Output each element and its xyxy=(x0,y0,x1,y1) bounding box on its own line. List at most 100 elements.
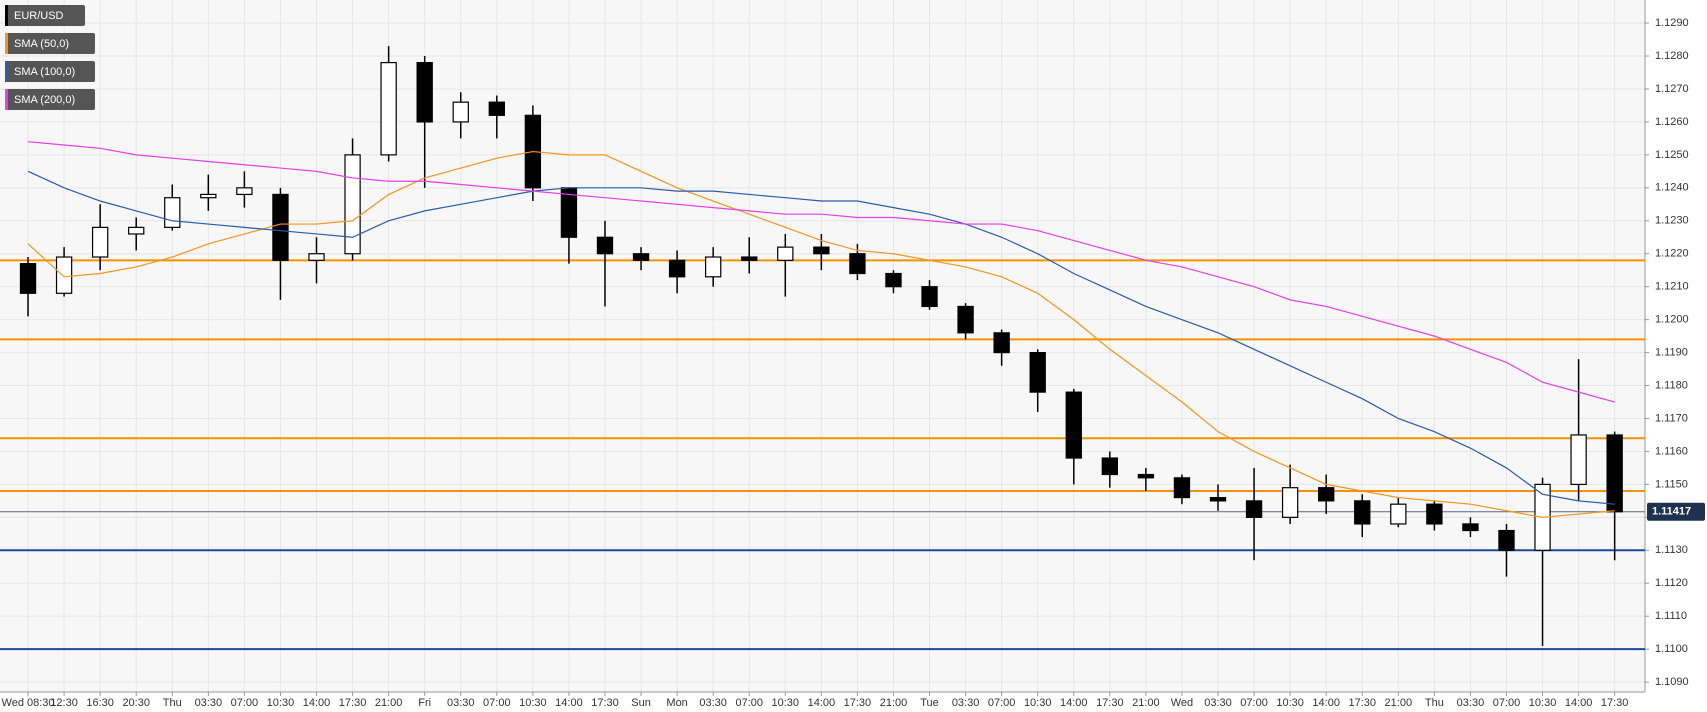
x-tick-label: 14:00 xyxy=(555,697,583,709)
legend-label: EUR/USD xyxy=(14,10,64,22)
x-tick-label: Mon xyxy=(666,697,687,709)
candle-body xyxy=(1173,477,1191,499)
x-tick-label: Wed xyxy=(1171,697,1193,709)
candle-body xyxy=(1065,391,1082,459)
x-tick-label: 07:00 xyxy=(988,697,1016,709)
y-tick-label: 1.1200 xyxy=(1655,314,1689,326)
x-tick-label: 17:30 xyxy=(844,697,872,709)
sma-line xyxy=(27,141,1615,403)
x-tick-label: 07:00 xyxy=(231,697,259,709)
candle-body xyxy=(957,305,974,334)
legend-label: SMA (200,0) xyxy=(14,94,75,106)
x-tick-label: Wed 08:30 xyxy=(2,697,55,709)
y-tick-label: 1.1280 xyxy=(1655,50,1689,62)
candle-body xyxy=(632,253,650,261)
sma-line xyxy=(27,170,1615,505)
x-tick-label: 16:30 xyxy=(86,697,114,709)
legend-item: SMA (200,0) xyxy=(5,89,95,110)
y-tick-label: 1.1190 xyxy=(1655,346,1688,358)
y-tick-label: 1.1240 xyxy=(1655,182,1689,194)
candle-body xyxy=(380,62,397,156)
legend-swatch xyxy=(5,89,8,110)
y-tick-label: 1.1210 xyxy=(1655,281,1689,293)
legend-label: SMA (50,0) xyxy=(14,38,69,50)
candle-body xyxy=(1209,496,1227,502)
y-tick-label: 1.1160 xyxy=(1655,445,1688,457)
last-price-label: 1.11417 xyxy=(1652,506,1691,518)
plot-background xyxy=(0,0,1645,692)
x-tick-label: Fri xyxy=(418,697,431,709)
x-tick-label: 07:00 xyxy=(1493,697,1521,709)
x-tick-label: Tue xyxy=(920,697,939,709)
x-tick-label: 03:30 xyxy=(952,697,980,709)
x-tick-label: 14:00 xyxy=(1565,697,1593,709)
candle-body xyxy=(1462,523,1479,532)
x-tick-label: 14:00 xyxy=(1312,697,1340,709)
x-tick-label: Thu xyxy=(163,697,182,709)
candle-body xyxy=(1137,473,1155,479)
y-tick-label: 1.1180 xyxy=(1655,379,1688,391)
sma-line xyxy=(27,150,1615,518)
candle-body xyxy=(1029,351,1046,393)
candle-body xyxy=(993,332,1010,354)
x-tick-label: 07:00 xyxy=(483,697,511,709)
x-tick-label: 12:30 xyxy=(50,697,78,709)
candle-body xyxy=(452,101,469,123)
candle-body xyxy=(885,272,902,288)
legend-label: SMA (100,0) xyxy=(14,66,75,78)
candle-body xyxy=(236,187,253,196)
candle-body xyxy=(741,256,758,261)
y-tick-label: 1.1220 xyxy=(1655,248,1689,260)
legend-box xyxy=(5,61,95,82)
candle-body xyxy=(416,62,433,123)
x-tick-label: 21:00 xyxy=(375,697,403,709)
x-tick-label: 03:30 xyxy=(447,697,475,709)
x-tick-label: 14:00 xyxy=(303,697,331,709)
candle-body xyxy=(308,253,325,261)
candle-body xyxy=(813,246,830,255)
x-tick-label: 20:30 xyxy=(122,697,150,709)
candle-body xyxy=(91,226,109,258)
y-tick-label: 1.1170 xyxy=(1655,412,1688,424)
x-tick-label: 03:30 xyxy=(1457,697,1485,709)
x-tick-label: 14:00 xyxy=(1060,697,1088,709)
legend-swatch xyxy=(5,5,8,26)
candle-body xyxy=(200,193,217,199)
legend-box xyxy=(5,33,95,54)
candle-body xyxy=(19,263,37,294)
legend-swatch xyxy=(5,61,8,82)
x-tick-label: 03:30 xyxy=(195,697,223,709)
x-tick-label: 14:00 xyxy=(808,697,836,709)
x-tick-label: 03:30 xyxy=(699,697,727,709)
candle-body xyxy=(1281,487,1299,518)
x-tick-label: 07:00 xyxy=(1240,697,1268,709)
legend-box xyxy=(5,89,95,110)
y-tick-label: 1.1120 xyxy=(1655,577,1688,589)
y-tick-label: 1.1110 xyxy=(1655,610,1687,622)
x-tick-label: 17:30 xyxy=(1601,697,1629,709)
x-tick-label: 10:30 xyxy=(267,697,295,709)
y-tick-label: 1.1100 xyxy=(1655,643,1688,655)
candle-body xyxy=(777,246,794,261)
legend-item: EUR/USD xyxy=(5,5,85,26)
candle-body xyxy=(1426,503,1443,525)
x-tick-label: Sun xyxy=(631,697,651,709)
y-tick-label: 1.1270 xyxy=(1655,83,1689,95)
candle-body xyxy=(1498,529,1515,551)
x-tick-label: 03:30 xyxy=(1204,697,1232,709)
x-tick-label: 21:00 xyxy=(880,697,908,709)
y-tick-label: 1.1130 xyxy=(1655,544,1688,556)
candle-body xyxy=(849,253,866,275)
x-tick-label: 21:00 xyxy=(1385,697,1413,709)
candle-body xyxy=(1245,500,1263,518)
y-tick-label: 1.1090 xyxy=(1655,676,1689,688)
candle-body xyxy=(668,259,686,278)
candle-body xyxy=(1606,434,1623,513)
x-tick-label: 21:00 xyxy=(1132,697,1160,709)
legend-item: SMA (50,0) xyxy=(5,33,95,54)
legend-swatch xyxy=(5,33,8,54)
x-tick-label: 10:30 xyxy=(1024,697,1052,709)
candle-body xyxy=(128,226,145,235)
